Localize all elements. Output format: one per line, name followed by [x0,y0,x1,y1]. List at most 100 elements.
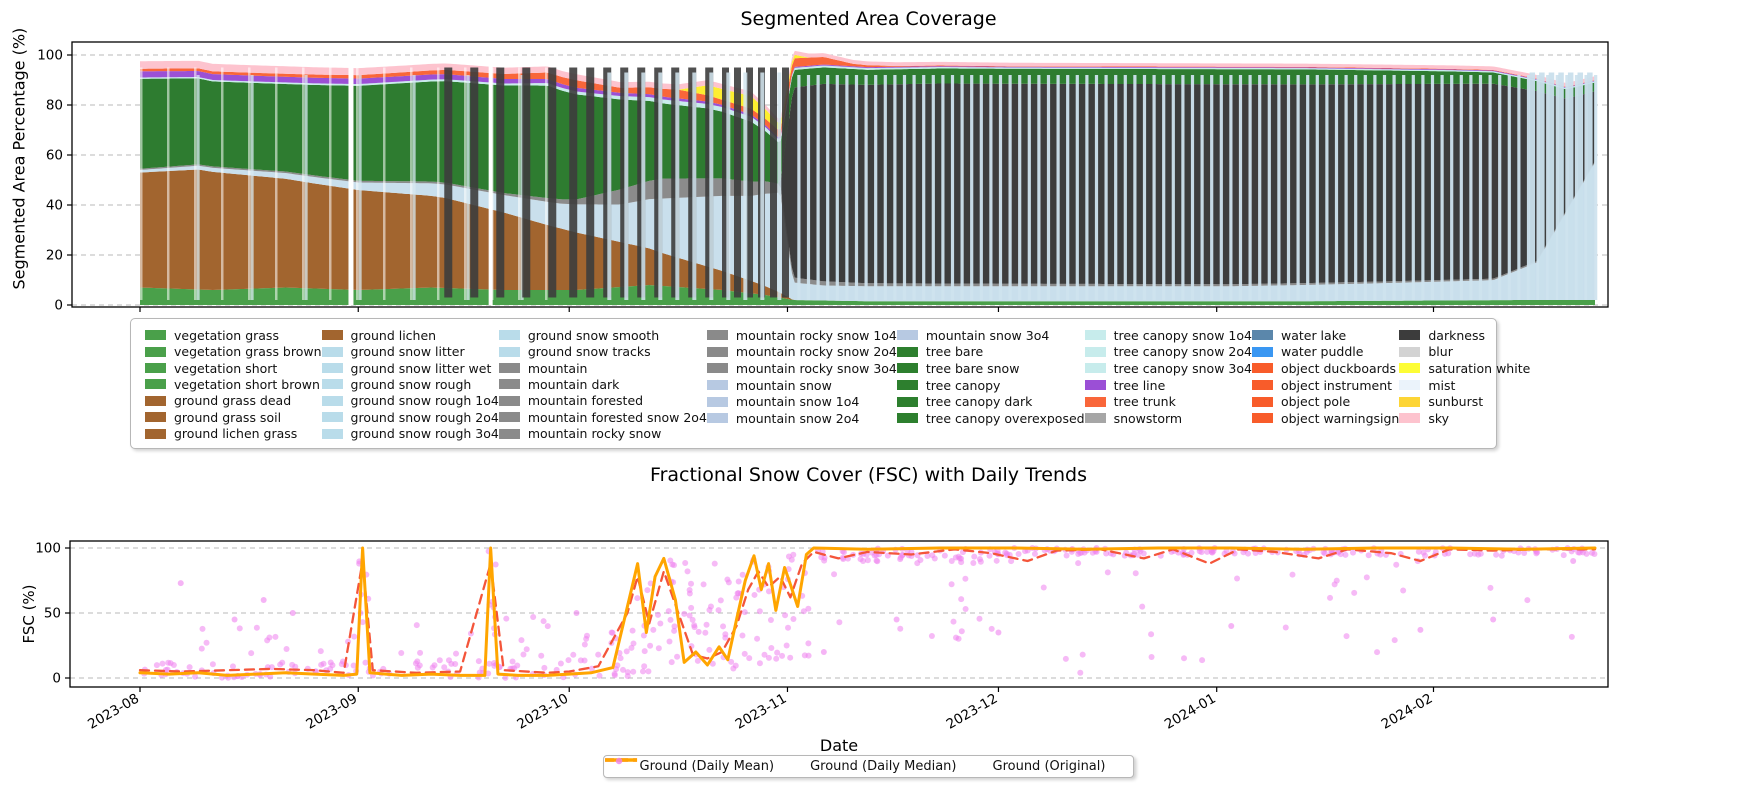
legend-label: ground snow litter wet [350,360,492,376]
legend-item: water puddle [1251,344,1399,361]
legend-item: water lake [1251,327,1399,344]
svg-text:80: 80 [46,98,63,114]
legend-label: ground snow rough 3o4 [350,426,499,442]
legend-item: tree canopy snow 2o4 [1084,344,1252,361]
legend-label: sunburst [1428,394,1484,410]
fsc-legend-item: Ground (Daily Median) [604,758,957,774]
legend-label: ground snow litter [350,344,465,360]
legend-label: mountain snow 1o4 [735,394,860,410]
legend-swatch [1251,396,1273,407]
legend-item: ground snow rough [321,376,499,392]
legend-label: mountain rocky snow 3o4 [735,360,897,376]
svg-text:2023-11: 2023-11 [733,691,790,733]
legend-swatch [1399,396,1421,407]
legend-swatch [1084,396,1106,407]
svg-text:100: 100 [37,48,63,64]
legend-label: mountain [527,360,588,376]
fsc-legend-label: Ground (Daily Median) [810,759,957,774]
legend-item: mountain rocky snow 2o4 [706,344,897,361]
legend-item: object warningsign [1251,410,1399,427]
legend-label: tree bare [925,344,984,360]
legend-label: mountain snow 2o4 [735,410,860,426]
legend-item: mountain dark [498,376,707,392]
legend-swatch [145,395,166,406]
legend-item: tree canopy snow 3o4 [1084,360,1252,377]
svg-text:2023-12: 2023-12 [944,691,1001,733]
legend-label: blur [1428,344,1453,360]
legend-swatch [1251,413,1273,424]
top-chart-title: Segmented Area Coverage [740,8,997,30]
svg-text:2023-10: 2023-10 [514,691,571,733]
legend-swatch [498,346,520,357]
legend-label: ground snow tracks [527,344,651,360]
legend-swatch [706,363,728,374]
legend-label: tree line [1113,377,1166,393]
legend-swatch [706,380,728,391]
legend-swatch [498,379,520,390]
legend-swatch [1399,413,1421,424]
svg-text:20: 20 [46,248,63,264]
legend-label: tree canopy overexposed [925,410,1085,426]
legend-label: ground lichen [350,327,437,343]
fsc-legend: Ground (Daily Mean) Ground (Daily Median)… [602,755,1135,778]
legend-item: ground snow rough 2o4 [321,409,499,425]
svg-text:0: 0 [54,298,63,314]
legend-label: ground grass dead [174,393,292,409]
legend-swatch [321,428,343,439]
legend-swatch [896,396,918,407]
legend-label: tree canopy snow 1o4 [1113,327,1252,343]
svg-text:100: 100 [35,541,61,557]
legend-item: ground snow tracks [498,343,707,360]
legend-item: mountain [498,360,707,376]
legend-item: tree canopy dark [896,393,1085,410]
legend-label: mountain snow 3o4 [925,327,1050,343]
legend-item: ground lichen [321,327,499,343]
legend-item: tree bare [896,344,1085,361]
line-ground-daily-median- [138,546,1597,677]
legend-item: vegetation grass [145,327,322,343]
legend-item: tree canopy [896,377,1085,394]
legend-item: tree canopy snow 1o4 [1084,327,1252,344]
legend-label: vegetation grass [174,327,279,343]
fsc-legend-label: Ground (Daily Mean) [639,759,775,774]
legend-label: mountain forested snow 2o4 [527,409,707,425]
legend-swatch [896,330,918,341]
legend-label: ground snow smooth [527,327,660,343]
legend-swatch [321,363,343,374]
legend-swatch [896,380,918,391]
legend-swatch [321,395,343,406]
legend-item: ground snow litter wet [321,360,499,376]
legend-item: ground snow rough 1o4 [321,393,499,409]
legend-item: object instrument [1251,377,1399,394]
legend-swatch [321,412,343,423]
legend-item: mountain rocky snow [498,426,707,442]
legend-swatch [498,395,520,406]
legend-swatch [1251,330,1273,341]
legend-label: mountain rocky snow [527,426,662,442]
legend-swatch [706,413,728,424]
legend-label: ground snow rough 1o4 [350,393,499,409]
legend-item: object pole [1251,393,1399,410]
legend-label: saturation white [1428,360,1531,376]
legend-label: ground snow rough 2o4 [350,409,499,425]
legend-label: snowstorm [1113,410,1183,426]
fsc-legend-item: Ground (Original) [615,757,1106,774]
legend-swatch [1251,346,1273,357]
segmented-area-chart: 0 20 40 60 80 100 [37,41,1609,314]
legend-swatch [896,346,918,357]
legend-label: tree trunk [1113,394,1176,410]
segmentation-legend: vegetation grass vegetation grass brown ve… [130,318,1530,449]
legend-item: sunburst [1399,393,1530,410]
legend-swatch [145,363,166,374]
legend-label: tree bare snow [925,360,1020,376]
fsc-legend-label: Ground (Original) [992,759,1106,774]
legend-label: darkness [1428,327,1485,343]
legend-item: mountain rocky snow 3o4 [706,360,897,377]
legend-label: tree canopy dark [925,394,1033,410]
svg-text:2024-01: 2024-01 [1162,691,1219,733]
legend-swatch [896,363,918,374]
legend-item: blur [1399,344,1530,361]
legend-item: mountain snow 2o4 [706,410,897,427]
legend-label: tree canopy snow 2o4 [1113,344,1252,360]
legend-item: mountain snow 3o4 [896,327,1085,344]
